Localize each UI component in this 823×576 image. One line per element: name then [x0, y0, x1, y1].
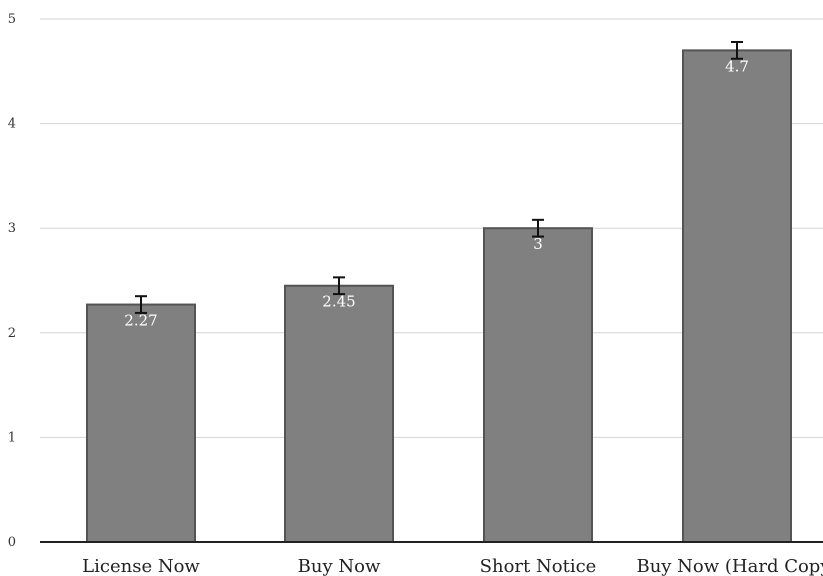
error-bar-0: [135, 295, 147, 314]
bars-layer: [86, 49, 792, 544]
x-tick-label-3: Buy Now (Hard Copy): [636, 556, 823, 576]
data-labels-layer: 2.27 License Now 2.45 Buy Now 3 Short Notice 4…: [82, 57, 823, 576]
y-tick-label-3: 3: [8, 221, 16, 236]
bar-1: [284, 284, 394, 543]
data-label-2: 3: [533, 235, 543, 253]
y-tick-label-4: 4: [8, 117, 16, 132]
x-tick-label-0: License Now: [82, 556, 200, 576]
error-bar-1: [333, 276, 345, 296]
x-tick-label-2: Short Notice: [480, 556, 597, 576]
y-tick-label-2: 2: [8, 326, 16, 341]
error-bar-3: [731, 41, 743, 60]
data-label-0: 2.27: [124, 312, 157, 330]
bar-3: [682, 49, 792, 543]
x-tick-label-1: Buy Now: [298, 556, 381, 576]
bar-0: [86, 303, 196, 544]
bar-2: [483, 227, 593, 543]
y-tick-label-0: 0: [8, 535, 16, 550]
data-label-1: 2.45: [322, 293, 355, 311]
y-tick-label-5: 5: [8, 12, 16, 27]
error-bar-2: [532, 218, 544, 238]
y-tick-label-1: 1: [8, 430, 16, 445]
error-bars-layer: [135, 41, 743, 314]
data-label-3: 4.7: [725, 57, 749, 75]
